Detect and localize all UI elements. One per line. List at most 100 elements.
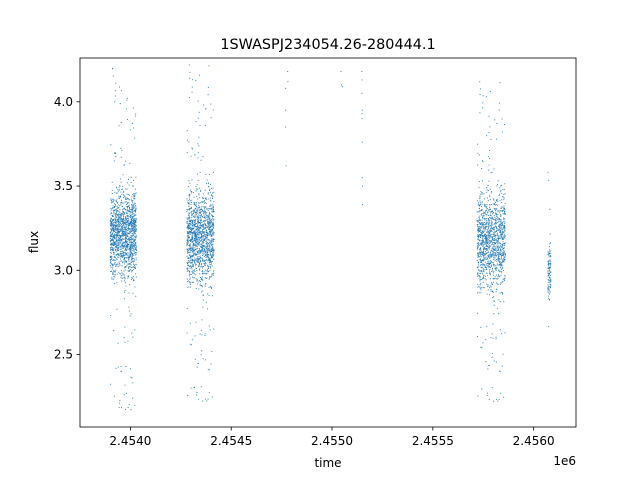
data-point — [114, 230, 116, 232]
data-point — [200, 244, 202, 246]
data-point — [504, 228, 506, 230]
data-point — [201, 232, 203, 234]
data-point — [483, 253, 485, 255]
data-point — [198, 244, 200, 246]
data-point — [500, 220, 502, 222]
data-point — [212, 171, 214, 173]
data-point — [481, 201, 483, 203]
data-point — [124, 226, 126, 228]
data-point — [492, 281, 494, 283]
data-point — [504, 235, 506, 237]
data-point — [494, 276, 496, 278]
data-point — [496, 288, 498, 290]
data-point — [207, 239, 209, 241]
data-point — [187, 200, 189, 202]
data-point — [123, 246, 125, 248]
data-point — [192, 237, 194, 239]
data-point — [135, 250, 137, 252]
x-tick-label: 2.4545 — [210, 434, 252, 448]
data-point — [114, 271, 116, 273]
data-point — [550, 271, 552, 273]
data-point — [187, 240, 189, 242]
data-point — [189, 217, 191, 219]
data-point — [480, 213, 482, 215]
data-point — [207, 94, 209, 96]
data-point — [195, 221, 197, 223]
data-point — [200, 261, 202, 263]
data-point — [480, 247, 482, 249]
data-point — [480, 210, 482, 212]
data-point — [500, 215, 502, 217]
data-point — [119, 238, 121, 240]
data-point — [485, 226, 487, 228]
data-point — [122, 214, 124, 216]
data-point — [113, 210, 115, 212]
data-point — [212, 211, 214, 213]
data-point — [208, 256, 210, 258]
data-point — [208, 224, 210, 226]
data-point — [477, 286, 479, 288]
data-point — [197, 217, 199, 219]
data-point — [206, 183, 208, 185]
data-point — [112, 239, 114, 241]
data-point — [119, 185, 121, 187]
data-point — [128, 229, 130, 231]
data-point — [193, 386, 195, 388]
data-point — [186, 130, 188, 132]
data-point — [193, 242, 195, 244]
data-point — [115, 248, 117, 250]
data-point — [196, 251, 198, 253]
data-point — [189, 228, 191, 230]
data-point — [187, 238, 189, 240]
data-point — [486, 238, 488, 240]
data-point — [212, 230, 214, 232]
data-point — [547, 288, 549, 290]
data-point — [488, 236, 490, 238]
data-point — [205, 249, 207, 251]
data-point — [492, 263, 494, 265]
data-point — [492, 259, 494, 261]
data-point — [111, 213, 113, 215]
data-point — [203, 233, 205, 235]
data-point — [489, 235, 491, 237]
data-point — [198, 226, 200, 228]
data-point — [496, 261, 498, 263]
data-point — [488, 180, 490, 182]
data-point — [498, 261, 500, 263]
data-point — [484, 206, 486, 208]
data-point — [503, 222, 505, 224]
data-point — [485, 246, 487, 248]
data-point — [205, 262, 207, 264]
data-point — [550, 256, 552, 258]
data-point — [208, 211, 210, 213]
scatter-points — [109, 64, 552, 411]
data-point — [491, 217, 493, 219]
data-point — [208, 250, 210, 252]
data-point — [209, 246, 211, 248]
data-point — [493, 300, 495, 302]
data-point — [110, 383, 112, 385]
data-point — [115, 265, 117, 267]
data-point — [123, 194, 125, 196]
data-point — [125, 240, 127, 242]
data-point — [478, 226, 480, 228]
data-point — [132, 292, 134, 294]
data-point — [479, 261, 481, 263]
data-point — [112, 207, 114, 209]
data-point — [195, 211, 197, 213]
data-point — [189, 225, 191, 227]
data-point — [126, 255, 128, 257]
data-point — [204, 236, 206, 238]
data-point — [135, 209, 137, 211]
data-point — [119, 209, 121, 211]
data-point — [114, 238, 116, 240]
data-point — [197, 152, 199, 154]
data-point — [478, 216, 480, 218]
data-point — [188, 226, 190, 228]
data-point — [495, 215, 497, 217]
data-point — [133, 226, 135, 228]
data-point — [189, 201, 191, 203]
data-point — [487, 392, 489, 394]
data-point — [132, 230, 134, 232]
data-point — [109, 265, 111, 267]
